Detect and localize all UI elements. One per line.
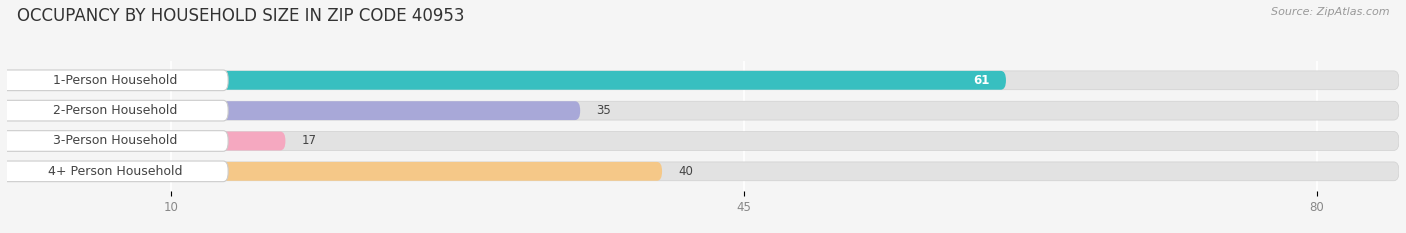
Text: 61: 61 [973,74,990,87]
FancyBboxPatch shape [7,101,1399,120]
Text: 35: 35 [596,104,612,117]
FancyBboxPatch shape [7,101,581,120]
Text: 2-Person Household: 2-Person Household [53,104,177,117]
Text: OCCUPANCY BY HOUSEHOLD SIZE IN ZIP CODE 40953: OCCUPANCY BY HOUSEHOLD SIZE IN ZIP CODE … [17,7,464,25]
Text: 3-Person Household: 3-Person Household [53,134,177,147]
FancyBboxPatch shape [3,100,228,121]
Text: 1-Person Household: 1-Person Household [53,74,177,87]
Text: 40: 40 [679,165,693,178]
FancyBboxPatch shape [7,71,1399,90]
FancyBboxPatch shape [3,131,228,151]
FancyBboxPatch shape [7,132,285,150]
FancyBboxPatch shape [7,162,662,181]
FancyBboxPatch shape [3,161,228,182]
FancyBboxPatch shape [7,162,1399,181]
Text: 17: 17 [302,134,316,147]
Text: Source: ZipAtlas.com: Source: ZipAtlas.com [1271,7,1389,17]
FancyBboxPatch shape [3,70,228,91]
Text: 4+ Person Household: 4+ Person Household [48,165,183,178]
FancyBboxPatch shape [7,71,1005,90]
FancyBboxPatch shape [7,132,1399,150]
